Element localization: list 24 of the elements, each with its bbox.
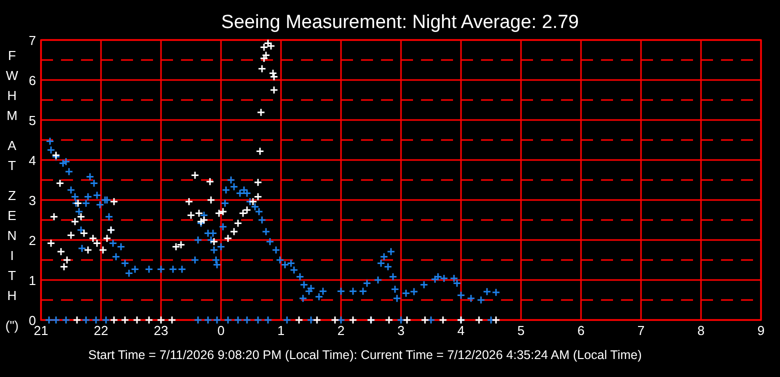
x-tick-label: 9 — [757, 323, 765, 338]
x-tick-label: 1 — [277, 323, 285, 338]
x-tick-label: 21 — [34, 323, 48, 338]
y-tick-label: 5 — [28, 113, 36, 128]
x-tick-label: 7 — [637, 323, 645, 338]
x-tick-label: 22 — [94, 323, 108, 338]
x-tick-label: 4 — [457, 323, 465, 338]
y-tick-label: 6 — [28, 73, 36, 88]
y-tick-label: 4 — [28, 153, 36, 168]
x-tick-label: 23 — [154, 323, 168, 338]
y-tick-label: 0 — [28, 313, 36, 328]
y-tick-label: 1 — [28, 273, 36, 288]
chart-title: Seeing Measurement: Night Average: 2.79 — [221, 12, 579, 33]
y-tick-label: 7 — [28, 33, 36, 48]
y-tick-label: 3 — [28, 193, 36, 208]
x-tick-label: 6 — [577, 323, 585, 338]
text: FWHM AT ZENITH (") — [5, 48, 19, 333]
x-tick-label: 3 — [397, 323, 405, 338]
x-tick-label: 2 — [337, 323, 345, 338]
x-tick-label: 0 — [217, 323, 225, 338]
x-tick-label: 8 — [697, 323, 705, 338]
text: Start Time = 7/11/2026 9:08:20 PM (Local Time): Current Time = 7/12/2026 4:35:24 AM (Local Time) — [88, 348, 642, 362]
y-tick-label: 2 — [28, 233, 36, 248]
x-tick-label: 5 — [517, 323, 525, 338]
